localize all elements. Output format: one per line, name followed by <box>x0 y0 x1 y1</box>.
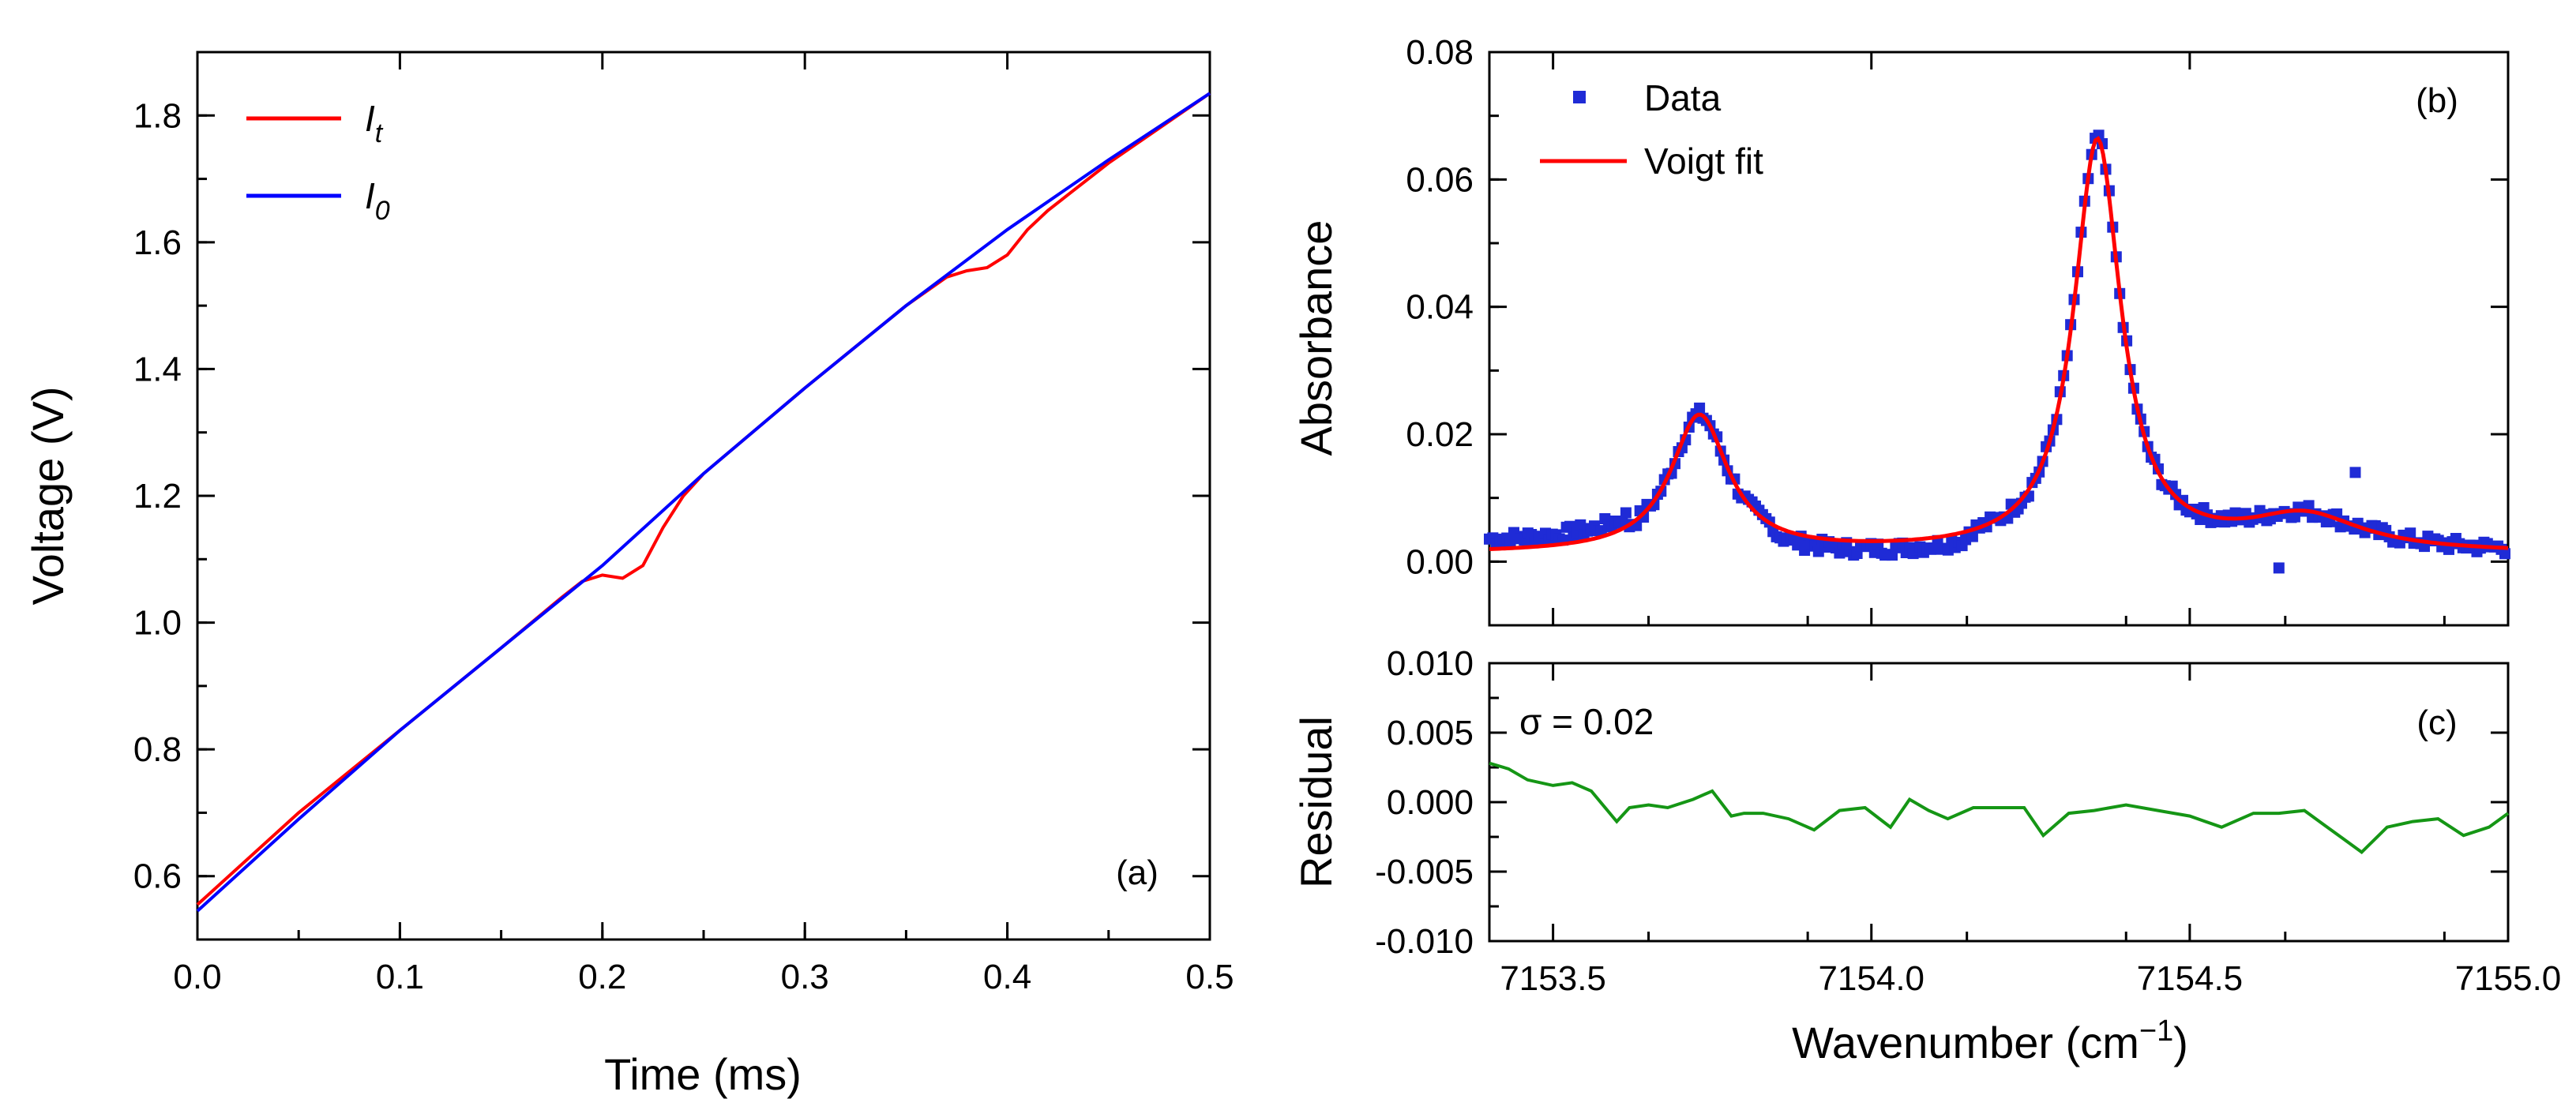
y-tick-label: -0.005 <box>1375 853 1474 891</box>
panel-c-ticks: 7153.5 7154.0 7154.5 7155.0 0.010 0.005 0.000 -… <box>1375 644 2561 998</box>
x-tick-label: 7153.5 <box>1500 959 1606 998</box>
voigt-fit-line <box>1489 136 2509 551</box>
panel-b-ylabel: Absorbance <box>1291 220 1341 456</box>
panel-a-legend: It I0 <box>246 98 390 226</box>
y-tick-label: 0.06 <box>1406 160 1474 199</box>
panel-c-ylabel: Residual <box>1291 716 1341 888</box>
data-point <box>2405 527 2416 539</box>
panel-c-tag: (c) <box>2416 703 2457 742</box>
x-tick-label: 7155.0 <box>2455 959 2562 998</box>
residual-line <box>1489 761 2510 855</box>
data-point-outlier <box>2349 467 2361 478</box>
y-tick-label: 0.000 <box>1387 783 1474 822</box>
y-tick-label: 0.04 <box>1406 288 1474 327</box>
panel-b-frame <box>1488 51 2510 627</box>
panel-b-legend: Data Voigt fit <box>1540 77 1763 182</box>
x-tick-label: 0.3 <box>781 958 829 996</box>
legend-data-marker <box>1573 91 1586 103</box>
y-tick-label: 0.8 <box>133 730 182 769</box>
data-point <box>2499 548 2510 560</box>
panel-c-series <box>1489 761 2510 855</box>
x-tick-label: 0.1 <box>376 958 424 996</box>
x-tick-label: 0.4 <box>983 958 1031 996</box>
y-tick-label: 0.6 <box>133 857 182 896</box>
panel-a-tag: (a) <box>1116 853 1158 892</box>
panel-b-tag: (b) <box>2416 81 2458 120</box>
panel-b-absorbance-plot: 0.000.020.040.060.08 Data Voigt fit (b) … <box>1291 33 2510 627</box>
y-tick-label: 0.00 <box>1406 542 1474 581</box>
y-tick-label: 0.08 <box>1406 33 1474 72</box>
data-point-outlier <box>2273 562 2285 574</box>
panel-bc-xlabel: Wavenumber (cm−1) <box>1792 1015 2188 1067</box>
x-tick-label: 7154.5 <box>2137 959 2244 998</box>
y-tick-label: 1.8 <box>133 96 182 135</box>
y-tick-label: 1.2 <box>133 477 182 516</box>
y-tick-label: -0.010 <box>1375 922 1474 961</box>
legend-voigt-label: Voigt fit <box>1644 141 1763 182</box>
sigma-annotation: σ = 0.02 <box>1519 701 1654 742</box>
y-tick-label: 0.005 <box>1387 714 1474 752</box>
x-tick-label: 0.0 <box>173 958 221 996</box>
y-tick-label: 1.4 <box>133 350 182 388</box>
panel-b-data-points <box>1484 129 2510 574</box>
panel-a-ticks: 0.0 0.1 0.2 0.3 0.4 0.5 0.6 0.8 1.0 1.2 1.4 1.6 1.8 <box>133 51 1234 996</box>
y-tick-label: 1.6 <box>133 223 182 262</box>
x-tick-label: 0.5 <box>1185 958 1234 996</box>
x-tick-label: 0.2 <box>578 958 626 996</box>
data-point <box>1694 402 1706 414</box>
panel-c-residual-plot: 7153.5 7154.0 7154.5 7155.0 0.010 0.005 0.000 -… <box>1291 644 2561 1067</box>
data-point <box>1834 547 1846 559</box>
y-tick-label: 0.010 <box>1387 644 1474 683</box>
panel-b-ticks: 0.00 0.02 0.04 0.06 0.08 <box>1406 33 2510 627</box>
series-it-line <box>196 92 1211 906</box>
panel-a-series <box>196 92 1211 913</box>
panel-a-ylabel: Voltage (V) <box>23 386 73 605</box>
panel-b-fit-series <box>1489 136 2509 551</box>
panel-a-voltage-plot: 0.0 0.1 0.2 0.3 0.4 0.50.60.81.01.21.41.61.8 … <box>23 51 1234 1099</box>
panel-a-frame <box>196 51 1211 941</box>
data-point <box>1966 531 1978 542</box>
legend-i0-label: I0 <box>365 175 390 226</box>
legend-data-label: Data <box>1644 77 1722 118</box>
series-i0-line <box>196 92 1211 913</box>
legend-it-label: It <box>365 98 384 148</box>
y-tick-label: 1.0 <box>133 604 182 643</box>
y-tick-label: 0.02 <box>1406 415 1474 454</box>
panel-a-xlabel: Time (ms) <box>604 1049 802 1099</box>
data-point <box>1620 507 1632 519</box>
x-tick-label: 7154.0 <box>1818 959 1924 998</box>
